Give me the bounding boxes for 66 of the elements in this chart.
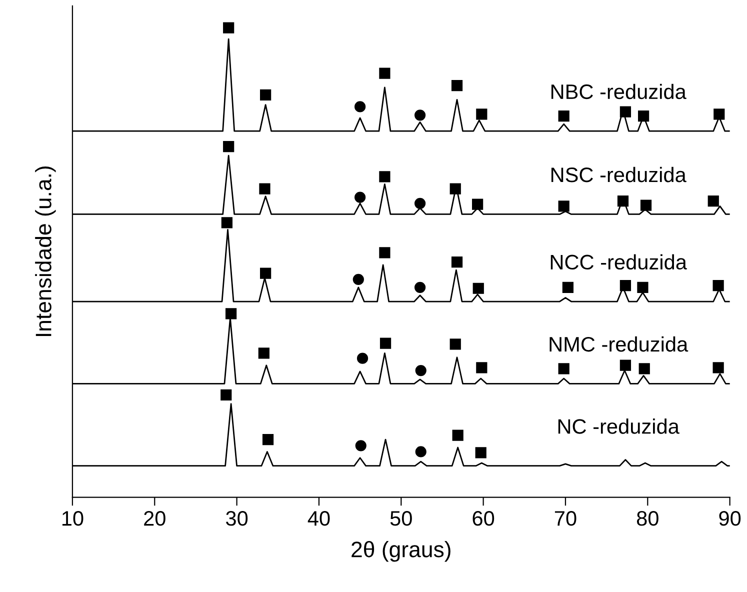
- point: [562, 282, 574, 293]
- point: [472, 282, 484, 294]
- point: [476, 108, 488, 120]
- point: [638, 363, 650, 374]
- point: [354, 101, 366, 112]
- point: [220, 389, 232, 400]
- point: [617, 195, 629, 207]
- point: [379, 171, 390, 182]
- point: [714, 108, 725, 120]
- x-tick-label: 10: [62, 511, 84, 526]
- point: [414, 110, 426, 121]
- point: [620, 106, 632, 118]
- series-label: NC -reduzida: [558, 418, 680, 434]
- point: [620, 360, 632, 371]
- point: [221, 217, 232, 228]
- point: [260, 89, 272, 101]
- point: [380, 338, 392, 349]
- point: [558, 363, 570, 374]
- point: [472, 198, 484, 210]
- x-tick-label: 50: [390, 511, 412, 526]
- point: [356, 352, 368, 364]
- point: [558, 200, 570, 212]
- x-tick-label: 60: [472, 511, 494, 526]
- point: [352, 274, 364, 286]
- point: [354, 192, 366, 203]
- point: [223, 141, 234, 152]
- x-tick-label: 20: [144, 511, 166, 526]
- point: [355, 440, 366, 452]
- point: [450, 338, 461, 350]
- y-axis-title: Intensidade (u.a.): [35, 166, 56, 336]
- point: [451, 256, 463, 268]
- series-label: NMC -reduzida: [550, 336, 688, 352]
- series-label: NBC -reduzida: [551, 84, 686, 100]
- point: [414, 282, 426, 293]
- point: [262, 434, 274, 446]
- series-label: NCC -reduzida: [550, 254, 687, 270]
- x-axis-title: 2θ (graus): [352, 541, 450, 562]
- point: [558, 110, 570, 122]
- point: [379, 247, 390, 258]
- x-tick-label: 90: [719, 511, 741, 526]
- point: [638, 110, 650, 122]
- point: [637, 282, 648, 293]
- point: [260, 268, 272, 279]
- point: [640, 200, 652, 211]
- point: [415, 364, 426, 376]
- point: [450, 183, 461, 194]
- point: [475, 447, 486, 458]
- point: [415, 446, 426, 458]
- point: [708, 195, 719, 207]
- point: [414, 198, 426, 209]
- x-tick-label: 30: [226, 511, 248, 526]
- point: [452, 430, 464, 441]
- series-label: NSC -reduzida: [551, 166, 686, 182]
- x-tick-label: 70: [554, 511, 576, 526]
- x-tick-label: 80: [636, 511, 658, 526]
- x-tick-label: 40: [308, 511, 330, 526]
- point: [620, 280, 632, 292]
- point: [225, 308, 237, 320]
- point: [476, 362, 488, 374]
- point: [712, 362, 724, 374]
- point: [451, 80, 463, 92]
- point: [712, 280, 724, 292]
- point: [223, 22, 234, 34]
- point: [258, 348, 270, 359]
- point: [259, 183, 270, 194]
- point: [379, 68, 390, 79]
